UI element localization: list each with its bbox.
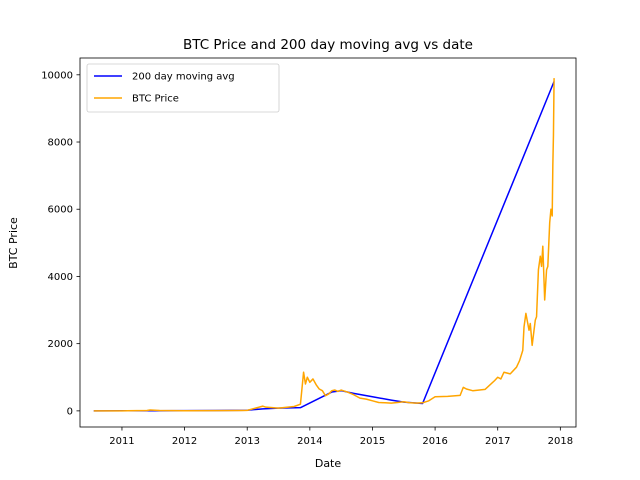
x-tick-label: 2013 (234, 436, 259, 447)
x-axis-ticks: 2011 2012 2013 2014 2015 2016 2017 2018 (109, 427, 573, 447)
y-axis-ticks: 0 2000 4000 6000 8000 10000 (41, 70, 80, 417)
y-tick-label: 2000 (48, 339, 73, 350)
legend-label: BTC Price (132, 94, 179, 105)
plot-lines (93, 78, 555, 412)
y-tick-label: 8000 (48, 138, 73, 149)
y-tick-label: 10000 (41, 70, 73, 81)
y-tick-label: 6000 (48, 205, 73, 216)
x-tick-label: 2018 (548, 436, 573, 447)
x-axis-label: Date (315, 457, 342, 470)
y-tick-label: 0 (67, 406, 73, 417)
chart-legend: 200 day moving avg BTC Price (86, 63, 280, 113)
series-line-1 (93, 78, 555, 412)
legend-label: 200 day moving avg (132, 72, 235, 83)
plot-frame (79, 57, 577, 428)
y-tick-label: 4000 (48, 272, 73, 283)
x-tick-label: 2012 (172, 436, 197, 447)
x-tick-label: 2015 (360, 436, 385, 447)
x-tick-label: 2017 (485, 436, 510, 447)
x-tick-label: 2011 (109, 436, 134, 447)
chart-title: BTC Price and 200 day moving avg vs date (183, 37, 473, 53)
y-axis-label: BTC Price (7, 217, 20, 269)
x-tick-label: 2016 (422, 436, 447, 447)
legend-box (86, 63, 280, 113)
x-tick-label: 2014 (297, 436, 322, 447)
